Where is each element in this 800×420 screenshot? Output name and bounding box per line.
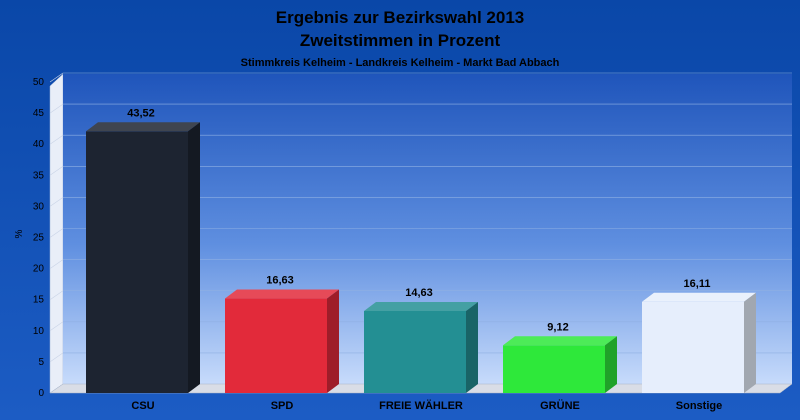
y-tick-label: 35 <box>33 170 45 181</box>
data-label: 16,11 <box>684 278 711 290</box>
x-axis: CSU SPD FREIE WÄHLER GRÜNE Sonstige <box>131 399 722 412</box>
data-label: 43,52 <box>127 107 155 119</box>
y-tick-label: 10 <box>33 326 45 337</box>
bar-side <box>188 122 200 393</box>
y-axis: 0 5 10 15 20 25 30 35 40 45 50 <box>33 77 45 399</box>
bar-top <box>86 122 200 132</box>
y-tick-label: 50 <box>33 77 45 88</box>
gridline-slant <box>49 103 64 114</box>
gridline-slant <box>49 290 64 300</box>
gridline-slant <box>49 72 64 83</box>
y-axis-label: % <box>14 229 25 238</box>
y-tick-label: 5 <box>38 357 44 368</box>
bar-front <box>86 131 188 393</box>
gridline-slant <box>49 259 64 269</box>
y-tick-label: 40 <box>33 139 45 150</box>
x-tick-label: FREIE WÄHLER <box>379 399 463 412</box>
gridline-slant <box>49 166 64 176</box>
y-tick-label: 15 <box>33 295 45 306</box>
data-label: 9,12 <box>547 321 568 333</box>
gridline-slant <box>49 134 64 145</box>
chart-subtitle: Stimmkreis Kelheim - Landkreis Kelheim -… <box>241 57 560 69</box>
data-label: 16,63 <box>266 275 294 287</box>
x-tick-label: Sonstige <box>676 400 722 412</box>
bar-top <box>364 302 478 312</box>
y-tick-label: 30 <box>33 201 45 212</box>
bar-top <box>503 336 617 346</box>
y-tick-label: 0 <box>38 388 44 399</box>
bar-top <box>225 289 339 299</box>
y-tick-label: 45 <box>33 108 45 119</box>
bar-front <box>503 345 605 393</box>
bar-front <box>364 311 466 393</box>
plot-left-wall <box>49 73 64 394</box>
bars: 43,52 16,63 14,63 9,12 16,11 <box>86 107 756 393</box>
bar-top <box>642 292 756 302</box>
bar-side <box>744 292 756 393</box>
gridline-slant <box>49 352 64 363</box>
x-tick-label: CSU <box>131 400 154 412</box>
chart-title-line2: Zweitstimmen in Prozent <box>300 31 501 50</box>
bar-side <box>327 289 339 393</box>
x-tick-label: GRÜNE <box>540 399 580 412</box>
data-label: 14,63 <box>405 287 433 299</box>
gridline-slant <box>49 228 64 238</box>
y-tick-label: 20 <box>33 264 45 275</box>
y-tick-label: 25 <box>33 233 45 244</box>
bar-front <box>642 301 744 393</box>
bar-side <box>466 302 478 393</box>
chart-title: Ergebnis zur Bezirkswahl 2013 <box>276 8 525 27</box>
gridline-slant <box>49 197 64 207</box>
bar-side <box>605 336 617 393</box>
gridline-slant <box>49 321 64 332</box>
x-tick-label: SPD <box>271 400 294 412</box>
bar-front <box>225 298 327 393</box>
